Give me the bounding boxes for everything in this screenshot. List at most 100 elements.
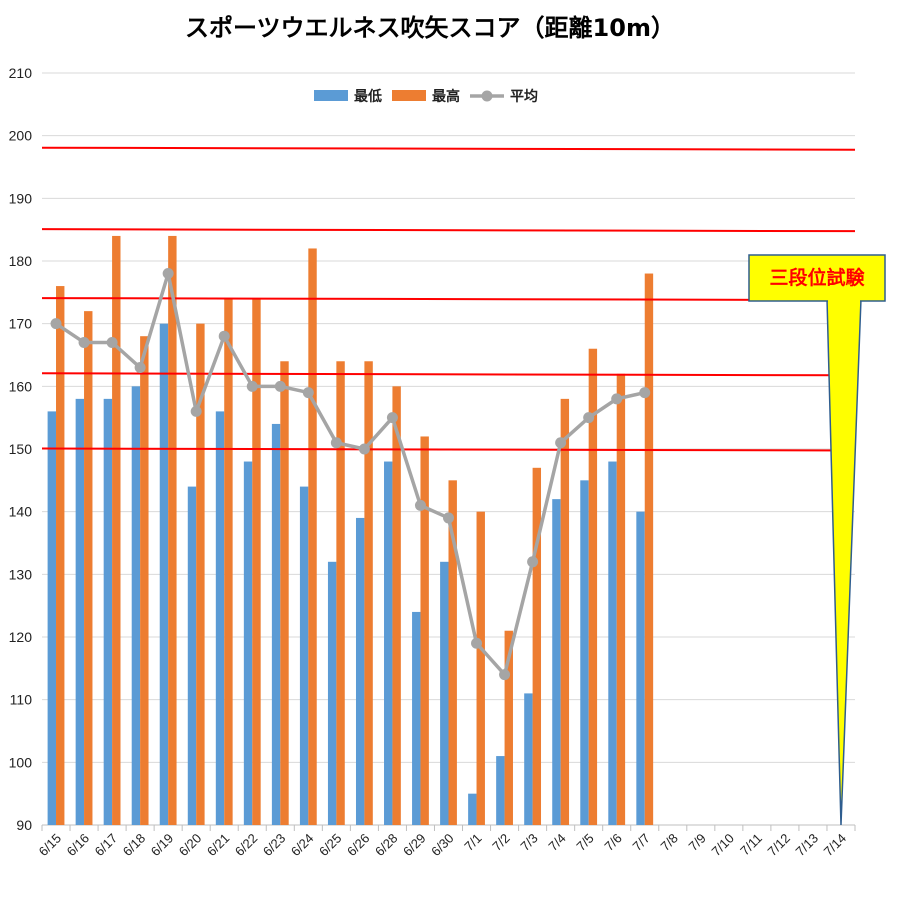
bar-min — [384, 461, 393, 825]
legend-label: 最低 — [354, 88, 382, 105]
x-tick-label: 7/8 — [658, 831, 681, 854]
bar-min — [103, 398, 113, 825]
y-tick-label: 180 — [9, 253, 33, 269]
callout: 三段位試験 — [748, 254, 886, 826]
x-axis: 6/15 6/16 6/17 6/18 6/19 6/20 6/21 6/22 6/23 6/24… — [36, 824, 856, 860]
average-point — [330, 437, 342, 449]
x-tick-label: 7/4 — [545, 831, 568, 854]
callout-joint — [828, 298, 860, 303]
average-point — [78, 336, 90, 348]
callout-label: 三段位試験 — [769, 266, 865, 289]
bar-max — [392, 386, 401, 825]
bar-min — [636, 511, 645, 825]
average-point — [190, 405, 202, 417]
average-point — [134, 362, 146, 374]
y-tick-label: 100 — [9, 754, 33, 770]
bar-min — [159, 323, 169, 825]
callout-box — [748, 254, 886, 302]
x-tick-label: 6/17 — [92, 831, 121, 860]
bar-max — [168, 235, 177, 825]
average-point — [583, 412, 595, 424]
bar-max — [560, 398, 570, 825]
bar-min — [47, 411, 57, 825]
y-tick-label: 170 — [9, 316, 33, 332]
bar-min — [524, 693, 533, 825]
reference-line — [41, 447, 856, 452]
x-tick-label: 6/30 — [428, 831, 457, 860]
bar-max — [364, 361, 373, 825]
x-tick-label: 6/23 — [260, 831, 289, 860]
average-point — [639, 387, 651, 399]
average-point — [302, 387, 314, 399]
legend-label: 平均 — [510, 88, 538, 105]
average-point — [50, 318, 62, 330]
x-tick-label: 7/7 — [629, 831, 652, 854]
x-tick-label: 6/15 — [36, 831, 65, 860]
y-tick-label: 120 — [9, 629, 33, 645]
bar-max — [252, 298, 261, 826]
bar-min — [355, 517, 365, 825]
x-tick-label: 6/18 — [120, 831, 149, 860]
y-tick-label: 140 — [9, 504, 33, 520]
y-tick-label: 130 — [9, 566, 33, 582]
bar-min — [412, 611, 421, 825]
y-axis-ticks: 90 100 110 120 130 140 150 160 170 180 190 200 210 — [9, 65, 33, 833]
y-tick-label: 190 — [9, 190, 33, 206]
bar-max — [504, 630, 513, 825]
y-tick-label: 210 — [9, 65, 33, 81]
x-tick-label: 6/28 — [372, 831, 401, 860]
bar-max — [84, 311, 93, 826]
x-tick-label: 7/1 — [461, 831, 484, 854]
bar-max — [476, 511, 485, 825]
legend: 最低 最高 平均 — [314, 88, 538, 105]
bar-min — [552, 499, 561, 825]
bar-max — [644, 273, 654, 825]
average-point — [386, 412, 398, 424]
x-tick-label: 6/24 — [288, 831, 317, 860]
bar-max — [112, 235, 121, 825]
bar-max — [588, 348, 598, 825]
x-tick-label: 7/11 — [737, 831, 765, 859]
bar-max — [140, 336, 149, 825]
bar-min — [468, 793, 477, 825]
bar-max — [616, 373, 626, 825]
bars — [47, 235, 654, 826]
average-point — [611, 393, 623, 405]
bar-min — [215, 411, 225, 825]
bar-min — [271, 423, 281, 825]
average-point — [471, 637, 483, 649]
x-tick-label: 7/12 — [765, 831, 794, 860]
x-tick-label: 7/3 — [517, 831, 540, 854]
average-point — [499, 669, 511, 681]
bar-max — [56, 286, 65, 826]
average-line-path — [55, 271, 646, 677]
x-tick-label: 6/29 — [400, 831, 429, 860]
x-tick-label: 7/2 — [489, 831, 512, 854]
average-line — [50, 268, 651, 681]
bar-max — [308, 248, 317, 825]
average-point — [106, 336, 118, 348]
bar-min — [608, 461, 617, 825]
average-point — [443, 512, 454, 524]
legend-swatch — [314, 90, 348, 101]
legend-marker — [481, 90, 493, 102]
x-tick-label: 7/14 — [821, 831, 850, 860]
legend-label: 最高 — [432, 88, 460, 105]
x-tick-label: 6/19 — [148, 831, 177, 860]
bar-max — [196, 323, 205, 825]
bar-min — [243, 461, 253, 825]
y-tick-label: 90 — [16, 817, 32, 833]
average-point — [414, 499, 426, 511]
reference-lines — [41, 146, 856, 452]
bar-min — [187, 486, 197, 825]
bar-min — [299, 486, 309, 825]
bar-max — [532, 467, 542, 825]
x-tick-label: 6/21 — [204, 831, 233, 860]
average-point — [274, 380, 286, 392]
x-tick-label: 7/5 — [573, 831, 596, 854]
average-point — [358, 443, 370, 455]
bar-min — [496, 756, 505, 825]
x-tick-label: 6/20 — [176, 831, 205, 860]
bar-max — [448, 480, 457, 825]
